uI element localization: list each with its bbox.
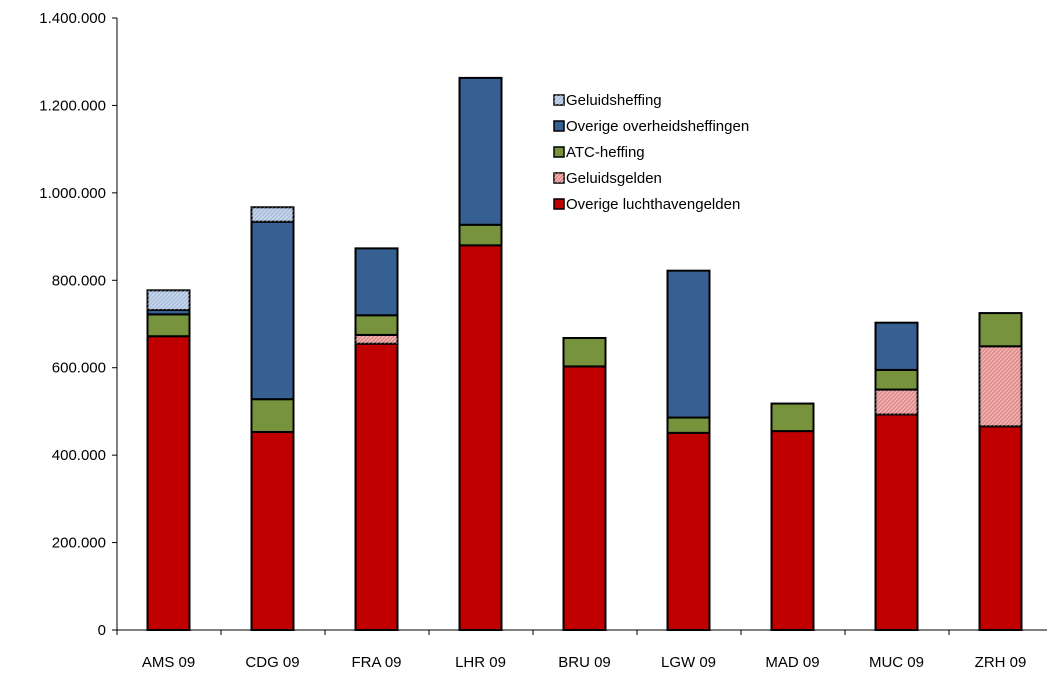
bar-segment-pattern — [355, 334, 398, 344]
legend-swatch — [553, 146, 565, 158]
legend-label: Overige overheidsheffingen — [566, 118, 749, 135]
legend-item: Overige luchthavengelden — [553, 196, 740, 213]
bar-segment — [146, 335, 191, 631]
bar-segment — [874, 413, 919, 632]
bar-segment — [146, 313, 191, 338]
y-tick-label: 1.400.000 — [39, 10, 106, 27]
bar-stack — [770, 402, 815, 631]
y-tick-label: 600.000 — [52, 360, 106, 377]
x-tick-label: LHR 09 — [455, 654, 506, 671]
bar-stack — [458, 76, 503, 631]
bar-segment-pattern — [147, 290, 190, 311]
bar-segment — [562, 336, 607, 368]
bar-segment — [666, 431, 711, 631]
bar-segment — [874, 321, 919, 371]
x-tick-label: BRU 09 — [558, 654, 611, 671]
bars — [146, 76, 1023, 632]
bar-segment — [354, 342, 399, 631]
bar-stack — [978, 312, 1023, 632]
y-tick-label: 0 — [98, 622, 106, 639]
legend-item: Geluidsheffing — [553, 92, 662, 109]
y-tick-label: 800.000 — [52, 272, 106, 289]
bar-segment — [354, 247, 399, 317]
legend-swatch-pattern — [554, 95, 564, 105]
y-tick-label: 1.200.000 — [39, 97, 106, 114]
legend-item: ATC-heffing — [553, 144, 645, 161]
bar-segment-pattern — [875, 389, 918, 415]
bar-segment — [458, 223, 503, 247]
bar-segment-pattern — [251, 207, 294, 222]
y-tick-label: 200.000 — [52, 535, 106, 552]
bar-stack — [874, 321, 919, 632]
legend-item: Geluidsgelden — [553, 170, 662, 187]
bar-segment — [250, 398, 295, 433]
legend-label: Geluidsgelden — [566, 170, 662, 187]
bar-stack — [250, 206, 295, 631]
bar-segment — [250, 430, 295, 631]
bar-stack — [666, 269, 711, 631]
bar-stack — [562, 336, 607, 631]
bar-stack — [146, 289, 191, 631]
bar-stack — [354, 247, 399, 631]
bar-segment — [978, 425, 1023, 632]
x-tick-label: AMS 09 — [142, 654, 195, 671]
legend-swatch — [553, 120, 565, 132]
bar-segment — [770, 402, 815, 433]
bar-segment — [250, 220, 295, 401]
bar-segment — [770, 430, 815, 631]
x-tick-label: ZRH 09 — [975, 654, 1027, 671]
x-tick-label: MUC 09 — [869, 654, 924, 671]
bar-segment — [874, 368, 919, 391]
legend-swatch-pattern — [554, 173, 564, 183]
bar-segment — [562, 365, 607, 631]
legend-label: Geluidsheffing — [566, 92, 662, 109]
bar-segment — [666, 269, 711, 419]
bar-segment — [458, 76, 503, 226]
x-axis: AMS 09 CDG 09 FRA 09 LHR 09 BRU 09 LGW 09 MAD … — [116, 629, 1047, 671]
y-axis: 0 200.000 400.000 600.000 800.000 1.000.000 1.… — [39, 10, 118, 639]
legend: Geluidsheffing Overige overheidsheffingen… — [553, 92, 749, 213]
bar-segment — [354, 314, 399, 336]
bar-segment — [458, 244, 503, 631]
y-tick-label: 400.000 — [52, 447, 106, 464]
bar-segment — [978, 312, 1023, 348]
legend-swatch — [553, 198, 565, 210]
y-tick-label: 1.000.000 — [39, 185, 106, 202]
legend-label: Overige luchthavengelden — [566, 196, 740, 213]
x-tick-label: MAD 09 — [765, 654, 819, 671]
x-tick-label: LGW 09 — [661, 654, 716, 671]
legend-item: Overige overheidsheffingen — [553, 118, 749, 135]
x-tick-label: FRA 09 — [351, 654, 401, 671]
x-tick-label: CDG 09 — [245, 654, 299, 671]
bar-segment-pattern — [979, 346, 1022, 427]
bar-segment — [666, 416, 711, 434]
legend-label: ATC-heffing — [566, 144, 645, 161]
